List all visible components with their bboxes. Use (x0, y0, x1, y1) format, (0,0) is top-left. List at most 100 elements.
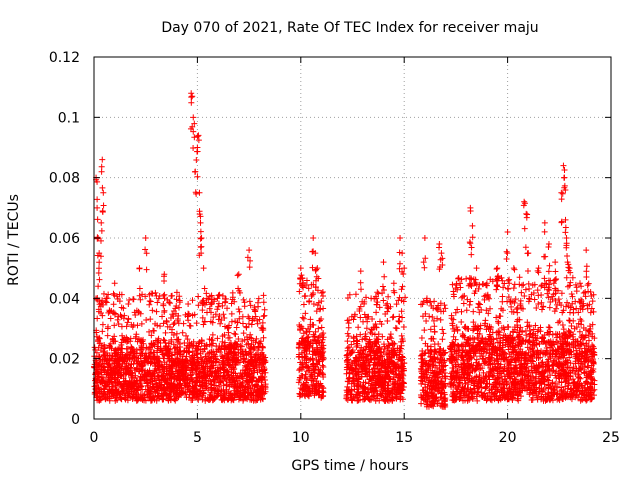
data-point (109, 383, 116, 390)
data-point (455, 275, 462, 282)
data-point (103, 382, 110, 389)
data-point (167, 300, 174, 307)
data-point (193, 377, 200, 384)
data-point (161, 309, 168, 316)
data-point (125, 300, 132, 307)
data-point (243, 324, 250, 331)
data-point (171, 396, 178, 403)
data-point (126, 296, 133, 303)
data-point (578, 283, 585, 290)
data-point (585, 280, 592, 287)
data-point (118, 323, 125, 330)
data-point (300, 301, 307, 308)
data-point (206, 341, 213, 348)
data-point (231, 298, 238, 305)
data-point (252, 339, 259, 346)
data-point (179, 329, 186, 336)
data-point (143, 317, 150, 324)
data-point (573, 288, 580, 295)
data-point (252, 351, 259, 358)
data-point (183, 332, 190, 339)
data-point (225, 329, 232, 336)
data-point (393, 325, 400, 332)
data-point (225, 362, 232, 369)
data-point (135, 355, 142, 362)
data-point (116, 291, 123, 298)
chart-title: Day 070 of 2021, Rate Of TEC Index for r… (161, 20, 538, 36)
data-point (146, 298, 153, 305)
data-point (346, 317, 353, 324)
data-point (518, 282, 525, 289)
data-point (115, 321, 122, 328)
data-point (216, 291, 223, 298)
data-point (200, 321, 207, 328)
data-point (103, 295, 110, 302)
data-point (546, 304, 553, 311)
data-point (480, 281, 487, 288)
data-point (185, 310, 192, 317)
data-point (152, 289, 159, 296)
data-point (103, 299, 110, 306)
data-point (150, 327, 157, 334)
data-point (193, 371, 200, 378)
data-point (173, 355, 180, 362)
data-point (439, 326, 446, 333)
data-point (139, 291, 146, 298)
data-point (99, 374, 106, 381)
data-point (116, 298, 123, 305)
data-point (259, 319, 266, 326)
data-point (190, 338, 197, 345)
data-point (437, 316, 444, 323)
data-point (195, 293, 202, 300)
data-point (191, 311, 198, 318)
data-point (173, 384, 180, 391)
data-point (206, 305, 213, 312)
data-point (160, 336, 167, 343)
data-point (385, 293, 392, 300)
data-point (306, 328, 313, 335)
data-point (115, 346, 122, 353)
data-point (546, 281, 553, 288)
data-point (95, 373, 102, 380)
data-point (115, 313, 122, 320)
data-point (221, 352, 228, 359)
data-point (556, 318, 563, 325)
data-point (222, 296, 229, 303)
data-point (545, 324, 552, 331)
data-point (190, 378, 197, 385)
data-point (195, 356, 202, 363)
data-point (350, 334, 357, 341)
data-point (162, 329, 169, 336)
data-point (499, 293, 506, 300)
data-point (587, 309, 594, 316)
data-point (418, 335, 425, 342)
data-point (217, 320, 224, 327)
data-point (147, 298, 154, 305)
data-point (176, 340, 183, 347)
data-point (240, 330, 247, 337)
data-point (420, 298, 427, 305)
data-point (215, 300, 222, 307)
data-point (155, 373, 162, 380)
data-point (124, 391, 131, 398)
data-point (142, 377, 149, 384)
data-point (582, 289, 589, 296)
data-point (133, 307, 140, 314)
data-point (173, 330, 180, 337)
data-point (352, 291, 359, 298)
data-point (440, 330, 447, 337)
data-point (192, 366, 199, 373)
data-point (260, 334, 267, 341)
data-point (460, 300, 467, 307)
data-point (146, 328, 153, 335)
data-point (318, 324, 325, 331)
data-point (130, 296, 137, 303)
data-point (180, 388, 187, 395)
data-point (99, 328, 106, 335)
data-point (170, 321, 177, 328)
data-point (255, 295, 262, 302)
data-point (216, 313, 223, 320)
data-point (180, 349, 187, 356)
data-point (150, 383, 157, 390)
data-point (118, 339, 125, 346)
